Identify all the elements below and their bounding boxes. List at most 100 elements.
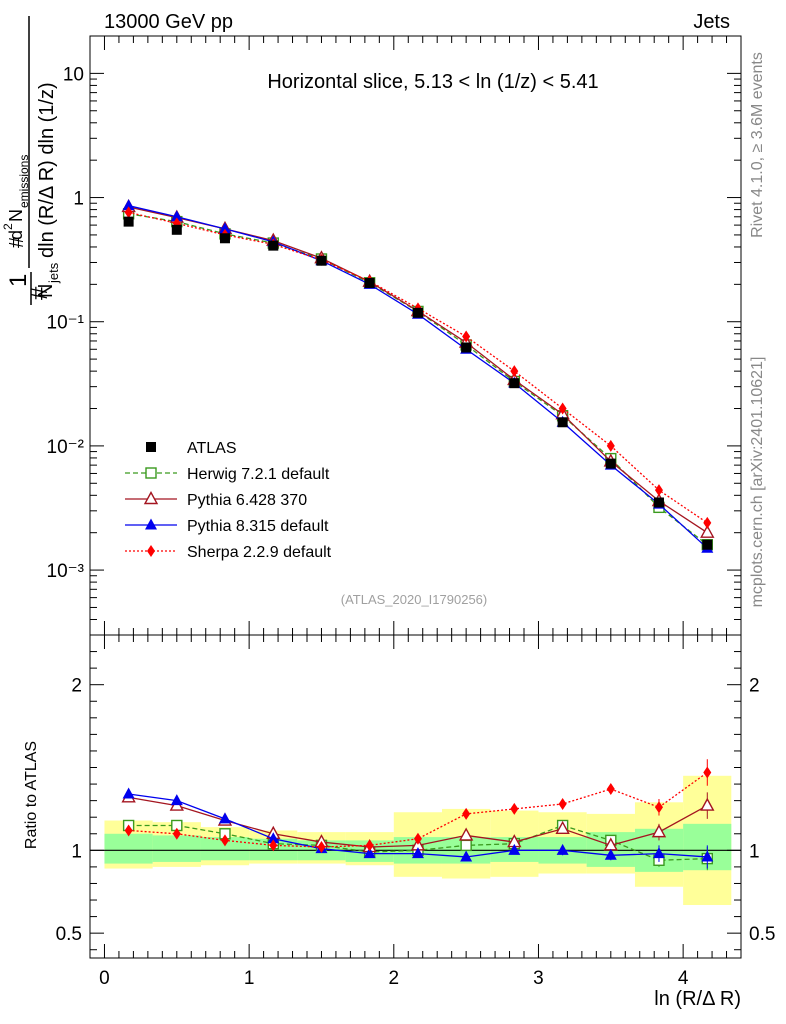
legend-marker	[145, 467, 157, 479]
legend-label: Herwig 7.2.1 default	[187, 466, 330, 483]
data-point	[219, 233, 230, 244]
data-point	[364, 278, 375, 289]
main-y-axis-label: # 1 N jets # d 2 N emissions dln (R/Δ R)…	[1, 16, 61, 305]
data-point	[170, 210, 183, 222]
data-point	[605, 458, 616, 469]
ratio-point	[124, 824, 133, 837]
y-tick-label: 10⁻²	[47, 437, 85, 458]
ratio-point	[703, 766, 712, 779]
y-tick-label: 1	[73, 189, 84, 210]
svg-text:N: N	[6, 209, 26, 222]
green-band-bin	[200, 837, 250, 861]
ratio-point	[122, 787, 135, 799]
x-tick-label: 1	[244, 968, 255, 989]
legend-item: ATLAS	[146, 440, 237, 457]
legend-marker	[147, 545, 155, 557]
svg-text:2: 2	[1, 223, 15, 230]
data-point	[510, 365, 519, 378]
ratio-y-tick-label: 1	[71, 841, 82, 862]
svg-text:d: d	[6, 230, 26, 240]
ratio-point	[701, 850, 714, 862]
legend: ATLAS Herwig 7.2.1 default Pythia 6.428 37…	[125, 440, 332, 561]
legend-item: Pythia 6.428 370	[125, 491, 307, 509]
ratio-y-tick-label-right: 0.5	[749, 924, 775, 945]
legend-label: Pythia 8.315 default	[187, 518, 329, 535]
data-point	[122, 199, 135, 211]
data-point	[558, 402, 567, 415]
ratio-point	[604, 848, 617, 860]
x-ticks	[103, 36, 742, 958]
green-band-bin	[104, 833, 153, 864]
ratio-point	[218, 812, 231, 824]
data-point	[557, 417, 568, 428]
data-point	[123, 216, 134, 227]
data-point	[218, 222, 231, 234]
legend-item: Pythia 8.315 default	[125, 518, 329, 535]
svg-text:1: 1	[5, 274, 32, 287]
ratio-point	[172, 827, 181, 840]
ratio-y-tick-label: 2	[71, 676, 82, 697]
ratio-y-label: Ratio to ATLAS	[23, 741, 40, 849]
legend-item: Herwig 7.2.1 default	[125, 466, 330, 483]
ratio-point	[267, 832, 280, 844]
ratio-point	[220, 834, 229, 847]
svg-text:#: #	[26, 286, 53, 300]
ratio-point	[556, 843, 569, 855]
ratio-series-pythia-8-315-default	[122, 787, 714, 869]
y-tick-label: 10⁻³	[47, 561, 85, 582]
legend-label: Sherpa 2.2.9 default	[187, 544, 332, 561]
data-point	[461, 342, 472, 353]
analysis-id: (ATLAS_2020_I1790256)	[341, 592, 487, 607]
ratio-series-sherpa-2-2-9-default	[124, 759, 712, 854]
ratio-point	[460, 839, 472, 852]
ratio-y-tick-label-right: 2	[749, 676, 760, 697]
data-point	[509, 378, 520, 389]
x-tick-label: 4	[678, 968, 689, 989]
data-point	[700, 524, 715, 538]
x-axis-label: ln (R/Δ R)	[654, 988, 741, 1010]
legend-item: Sherpa 2.2.9 default	[125, 544, 332, 561]
ratio-point	[508, 843, 521, 855]
ratio-point	[606, 783, 615, 796]
mcplots-label: mcplots.cern.ch [arXiv:2401.10621]	[749, 357, 766, 608]
y-tick-label: 10	[63, 64, 84, 85]
ratio-point	[652, 847, 665, 859]
series-line	[128, 206, 708, 534]
svg-text:emissions: emissions	[17, 155, 31, 208]
y-tick-label: 10⁻¹	[47, 313, 85, 334]
main-y-ticks	[90, 35, 741, 636]
legend-label: Pythia 6.428 370	[187, 492, 307, 509]
ratio-point	[363, 847, 376, 859]
legend-marker	[146, 442, 156, 452]
series-atlas	[123, 216, 713, 550]
ratio-plot-frame	[89, 634, 742, 959]
legend-marker	[145, 518, 157, 530]
x-tick-label: 2	[389, 968, 400, 989]
series-pythia-6-428-370	[121, 198, 715, 538]
ratio-point	[269, 839, 278, 852]
header-right: Jets	[693, 11, 730, 33]
data-point	[654, 484, 663, 497]
ratio-point	[317, 841, 326, 854]
data-point	[268, 240, 279, 251]
ratio-y-tick-label: 0.5	[56, 924, 82, 945]
ratio-point	[413, 832, 422, 845]
x-tick-label: 0	[99, 968, 110, 989]
data-point	[703, 516, 712, 529]
svg-text:N: N	[35, 284, 57, 298]
ratio-y-ticks	[90, 651, 741, 951]
ratio-point	[458, 827, 474, 841]
data-point	[606, 439, 615, 452]
data-point	[462, 330, 471, 343]
ratio-y-tick-label-right: 1	[749, 841, 760, 862]
data-point	[702, 539, 713, 550]
ratio-point	[462, 807, 471, 820]
ratio-point	[411, 847, 424, 859]
ratio-point	[170, 794, 183, 806]
main-title: Horizontal slice, 5.13 < ln (1/z) < 5.41	[267, 71, 598, 93]
ratio-point	[555, 820, 570, 834]
green-band-bin	[152, 835, 201, 862]
ratio-point	[654, 801, 663, 814]
legend-marker	[143, 491, 159, 505]
